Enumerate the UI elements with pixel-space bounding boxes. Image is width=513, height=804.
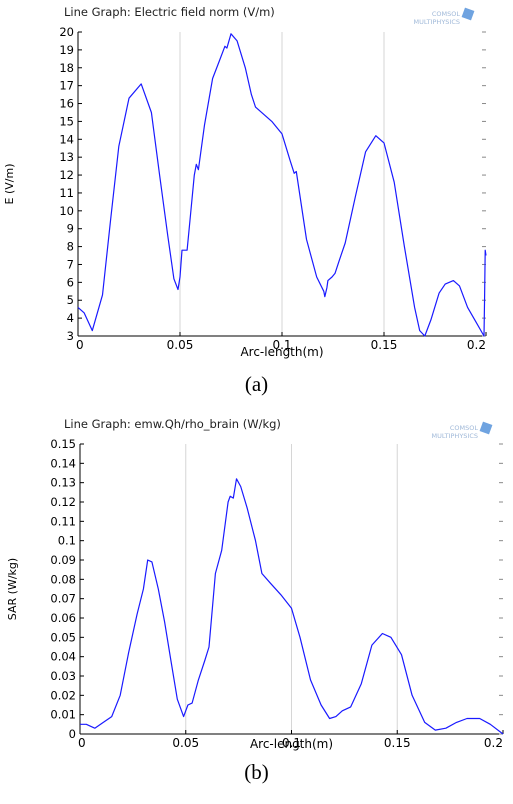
y-tick-label: 0.03	[50, 669, 76, 683]
y-tick-label: 0.01	[50, 708, 76, 722]
x-tick-label: 0	[76, 338, 84, 352]
y-tick-label: 18	[59, 61, 74, 75]
x-tick-label: 0.2	[467, 338, 486, 352]
x-tick-label: 0	[78, 736, 86, 750]
y-tick-label: 5	[67, 293, 74, 307]
logo-line1: COMSOL	[450, 424, 479, 432]
y-tick-label: 0.12	[50, 495, 76, 509]
y-tick-label: 14	[59, 132, 74, 146]
y-tick-label: 0.07	[50, 592, 76, 606]
y-tick-label: 10	[59, 204, 74, 218]
x-tick-label: 0.15	[371, 338, 398, 352]
y-tick-label: 3	[67, 329, 74, 343]
y-tick-label: 16	[59, 97, 74, 111]
chart-title: Line Graph: emw.Qh/rho_brain (W/kg)	[64, 417, 281, 431]
y-tick-label: 8	[67, 240, 74, 254]
y-tick-label: 0.06	[50, 611, 76, 625]
chart-title: Line Graph: Electric field norm (V/m)	[64, 5, 275, 19]
x-tick-label: 0.1	[282, 736, 301, 750]
y-tick-label: 17	[59, 79, 74, 93]
y-tick-label: 13	[59, 150, 74, 164]
sar-chart: Line Graph: emw.Qh/rho_brain (W/kg) COMSO…	[6, 417, 504, 751]
figure-panel-a: Line Graph: Electric field norm (V/m) COM…	[3, 5, 487, 396]
y-tick-label: 0.14	[50, 456, 76, 470]
y-tick-label: 6	[67, 275, 74, 289]
y-tick-label: 20	[59, 25, 74, 39]
y-tick-label: 12	[59, 168, 74, 182]
figure-panel-b: Line Graph: emw.Qh/rho_brain (W/kg) COMSO…	[0, 410, 513, 804]
y-tick-label: 0	[69, 727, 76, 741]
y-tick-label: 19	[59, 43, 74, 57]
logo-cube-icon	[479, 421, 493, 435]
y-tick-label: 11	[59, 186, 74, 200]
data-series-line	[80, 478, 504, 735]
y-tick-label: 0.15	[50, 437, 76, 451]
logo-line1: COMSOL	[432, 10, 461, 18]
y-tick-label: 0.09	[50, 553, 76, 567]
y-tick-label: 0.11	[50, 514, 76, 528]
electric-field-chart: Line Graph: Electric field norm (V/m) COM…	[3, 5, 487, 359]
x-tick-label: 0.05	[172, 736, 199, 750]
x-tick-label: 0.1	[272, 338, 291, 352]
y-tick-label: 0.05	[50, 630, 76, 644]
y-tick-label: 9	[67, 222, 74, 236]
y-axis-label: SAR (W/kg)	[6, 558, 19, 620]
logo-line2: MULTIPHYSICS	[414, 18, 460, 26]
x-tick-label: 0.05	[167, 338, 194, 352]
y-tick-label: 7	[67, 257, 74, 271]
y-tick-label: 15	[59, 114, 74, 128]
x-axis-label: Arc-length(m)	[250, 737, 333, 751]
y-tick-label: 0.13	[50, 476, 76, 490]
x-axis-label: Arc-length(m)	[240, 345, 323, 359]
y-tick-label: 0.02	[50, 688, 76, 702]
caption-a: (a)	[244, 372, 269, 396]
x-tick-label: 0.2	[484, 736, 503, 750]
caption-b: (b)	[244, 760, 269, 784]
logo-line2: MULTIPHYSICS	[432, 432, 478, 440]
y-tick-label: 0.08	[50, 572, 76, 586]
logo-cube-icon	[461, 7, 475, 21]
y-tick-label: 0.04	[50, 650, 76, 664]
y-tick-label: 4	[67, 311, 74, 325]
y-axis-label: E (V/m)	[3, 164, 16, 205]
y-tick-label: 0.1	[58, 534, 76, 548]
x-tick-label: 0.15	[384, 736, 411, 750]
data-series-line	[77, 33, 487, 337]
